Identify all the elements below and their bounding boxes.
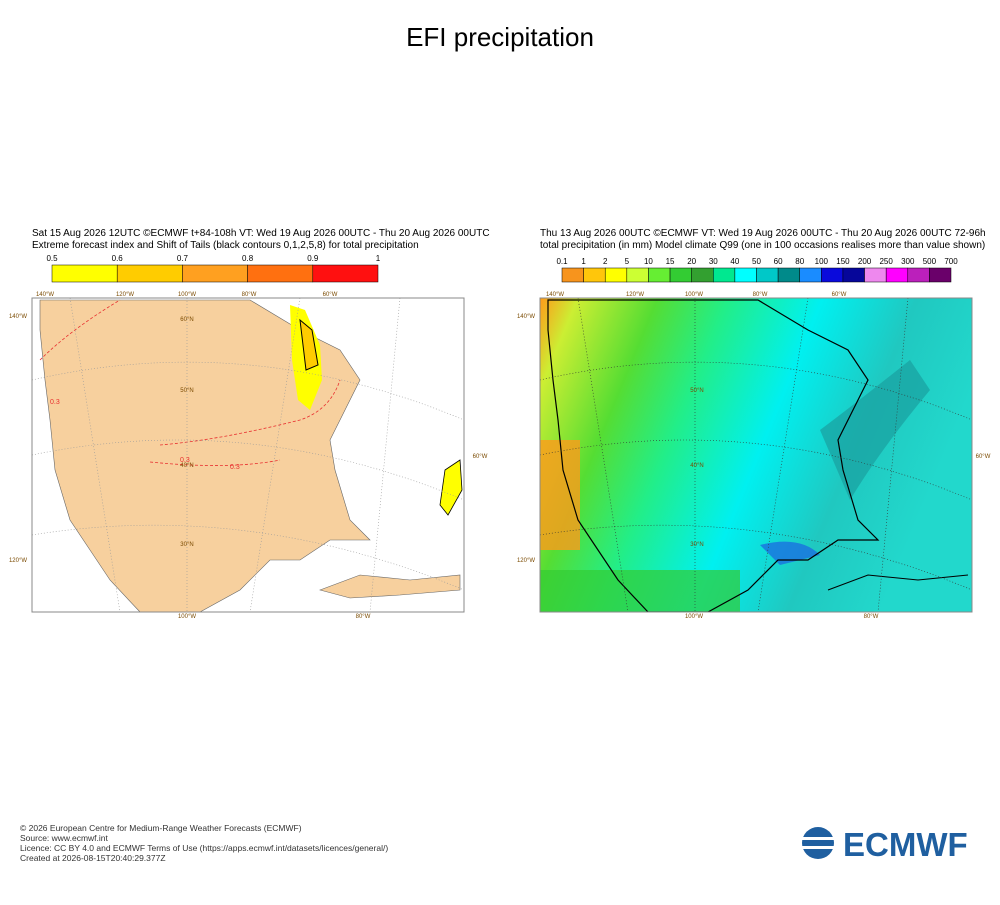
contour-label: 0.3 — [50, 399, 60, 406]
panel-header: Sat 15 Aug 2026 12UTC ©ECMWF t+84-108h V… — [32, 228, 490, 239]
lon-label: 100°W — [178, 614, 196, 620]
panel-header: total precipitation (in mm) Model climat… — [540, 240, 985, 251]
lat-label: 60°W — [473, 454, 488, 460]
legend-swatch — [626, 267, 649, 283]
legend-swatch — [312, 264, 379, 283]
legend-label: 100 — [815, 257, 829, 266]
legend-label: 30 — [709, 257, 718, 266]
lat-label: 50°N — [180, 388, 193, 394]
legend-label: 20 — [687, 257, 696, 266]
logo-text: ECMWF — [843, 826, 968, 863]
contour-label: 0.3 — [230, 464, 240, 471]
lat-label: 60°W — [976, 454, 991, 460]
legend-label: 10 — [644, 257, 653, 266]
lon-label: 120°W — [626, 292, 644, 298]
map-frame — [539, 297, 973, 613]
lon-label: 120°W — [116, 292, 134, 298]
lon-label: 100°W — [178, 292, 196, 298]
lon-label: 80°W — [864, 614, 879, 620]
legend-swatch — [604, 267, 628, 283]
legend-label: 250 — [879, 257, 893, 266]
ecmwf-logo: ECMWF — [800, 826, 968, 863]
lat-label: 40°N — [690, 463, 703, 469]
legend-swatch — [182, 264, 248, 283]
legend-swatch — [247, 264, 314, 283]
legend-swatch — [799, 267, 822, 283]
legend-label: 2 — [603, 257, 608, 266]
legend-swatch — [734, 267, 757, 283]
lon-label: 80°W — [753, 292, 768, 298]
legend-label: 0.8 — [242, 254, 254, 263]
footer-line: Source: www.ecmwf.int — [20, 833, 108, 843]
legend-swatch — [907, 267, 930, 283]
efi-map — [32, 298, 464, 612]
footer-line: Licence: CC BY 4.0 and ECMWF Terms of Us… — [20, 843, 388, 853]
legend-swatch — [885, 267, 909, 283]
lon-label: 100°W — [685, 292, 703, 298]
title: EFI precipitation — [406, 22, 594, 52]
lon-label: 60°W — [832, 292, 847, 298]
legend-swatch — [821, 267, 844, 283]
lat-label: 120°W — [517, 558, 535, 564]
footer-line: Created at 2026-08-15T20:40:29.377Z — [20, 853, 166, 863]
legend-swatch — [864, 267, 887, 283]
legend-swatch — [51, 264, 118, 283]
legend-label: 0.6 — [112, 254, 124, 263]
lon-label: 60°W — [323, 292, 338, 298]
legend-swatch — [561, 267, 584, 283]
panel-header: Extreme forecast index and Shift of Tail… — [32, 240, 419, 251]
lat-label: 30°N — [180, 542, 193, 548]
legend-swatch — [929, 267, 952, 283]
legend-swatch — [116, 264, 183, 283]
lat-label: 140°W — [517, 314, 535, 320]
lat-label: 40°N — [180, 463, 193, 469]
footer-line: © 2026 European Centre for Medium-Range … — [20, 823, 302, 833]
legend-label: 1 — [376, 254, 381, 263]
lat-label: 120°W — [9, 558, 27, 564]
lon-label: 100°W — [685, 614, 703, 620]
legend-swatch — [777, 267, 800, 283]
legend-label: 5 — [625, 257, 630, 266]
legend-label: 0.1 — [556, 257, 568, 266]
legend-label: 700 — [944, 257, 958, 266]
legend-label: 200 — [858, 257, 872, 266]
legend-label: 0.9 — [307, 254, 319, 263]
legend-label: 150 — [836, 257, 850, 266]
legend-label: 1 — [581, 257, 586, 266]
legend-swatch — [583, 267, 606, 283]
lat-label: 140°W — [9, 314, 27, 320]
legend-label: 60 — [774, 257, 783, 266]
lat-label: 30°N — [690, 542, 703, 548]
lon-label: 140°W — [36, 292, 54, 298]
map-frame — [31, 297, 465, 613]
legend-label: 80 — [795, 257, 804, 266]
legend-swatch — [691, 267, 714, 283]
legend-label: 15 — [666, 257, 675, 266]
q99-map — [540, 298, 972, 612]
legend-label: 50 — [752, 257, 761, 266]
legend-label: 0.7 — [177, 254, 189, 263]
legend-swatch — [842, 267, 865, 283]
legend-label: 500 — [923, 257, 937, 266]
lat-label: 60°N — [180, 317, 193, 323]
lon-label: 80°W — [242, 292, 257, 298]
contour-label: 0.3 — [180, 457, 190, 464]
panel-header: Thu 13 Aug 2026 00UTC ©ECMWF VT: Wed 19 … — [540, 228, 986, 239]
lon-label: 80°W — [356, 614, 371, 620]
legend-label: 40 — [730, 257, 739, 266]
legend-swatch — [669, 267, 692, 283]
legend-label: 300 — [901, 257, 915, 266]
legend-swatch — [648, 267, 671, 283]
legend-swatch — [756, 267, 779, 283]
lat-label: 50°N — [690, 388, 703, 394]
lon-label: 140°W — [546, 292, 564, 298]
legend-label: 0.5 — [46, 254, 58, 263]
legend-swatch — [713, 267, 736, 283]
